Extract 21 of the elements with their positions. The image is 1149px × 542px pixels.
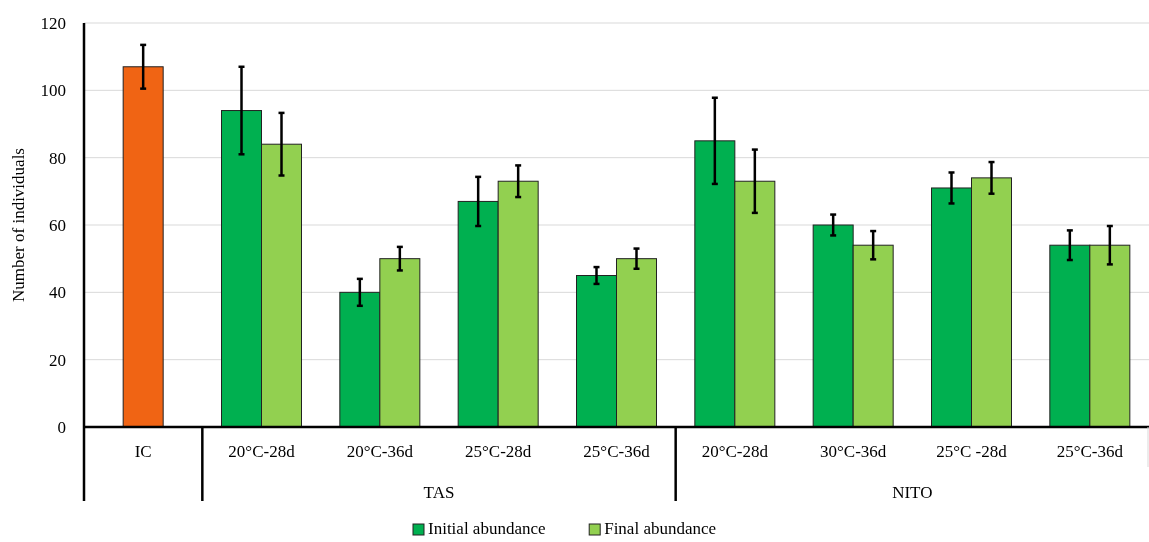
y-tick-label: 0 xyxy=(57,417,66,437)
y-tick-label: 60 xyxy=(49,215,66,235)
text: NITO xyxy=(892,483,933,502)
y-tick-label: 100 xyxy=(40,81,66,101)
x-tick-label: 25°C-28d xyxy=(465,442,532,461)
legend-label: Final abundance xyxy=(604,519,717,538)
y-tick-label: 40 xyxy=(49,283,66,303)
y-axis-title: Number of individuals xyxy=(9,148,28,302)
x-tick-label: 30°C-36d xyxy=(820,442,887,461)
legend-label: Initial abundance xyxy=(428,519,546,538)
x-tick-label: IC xyxy=(134,442,152,461)
text: TAS xyxy=(423,483,455,502)
y-tick-label: 20 xyxy=(49,350,66,370)
x-tick-label: 20°C-28d xyxy=(701,442,769,461)
x-tick-label: 25°C -28d xyxy=(936,442,1008,461)
x-tick-label: 20°C-28d xyxy=(228,442,296,461)
y-tick-label: 80 xyxy=(49,148,66,168)
y-tick-label: 120 xyxy=(40,13,66,33)
x-tick-label: 25°C-36d xyxy=(583,442,651,461)
x-tick-label: 25°C-36d xyxy=(1056,442,1124,461)
x-tick-label: 20°C-36d xyxy=(346,442,414,461)
